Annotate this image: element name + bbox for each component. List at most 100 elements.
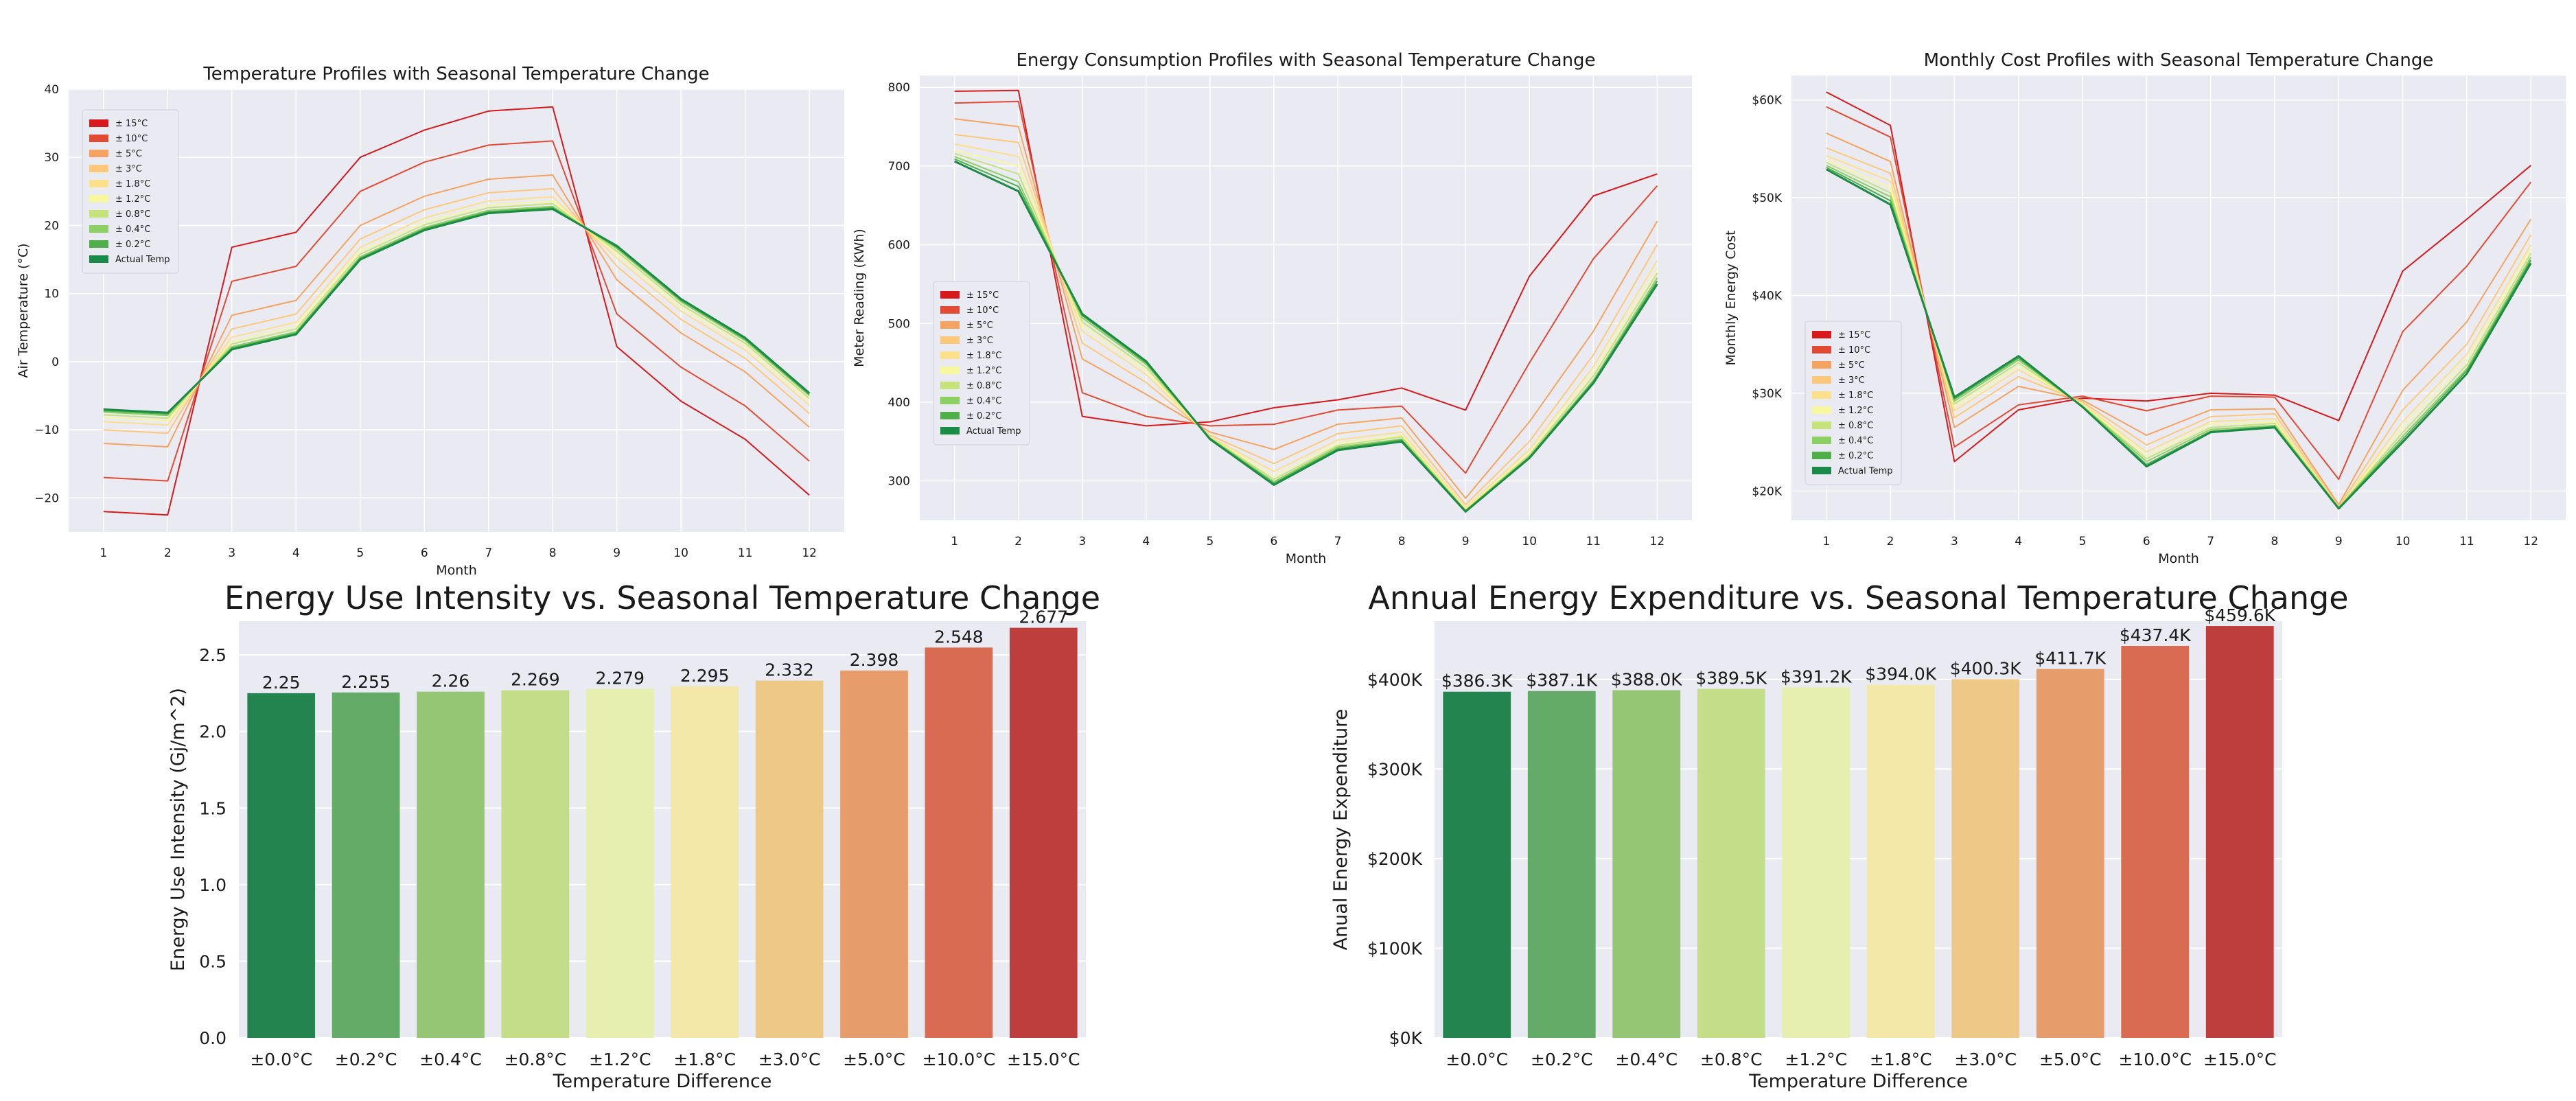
- x-tick-label: ±15.0°C: [2203, 1050, 2277, 1069]
- x-tick-label: ±0.0°C: [250, 1050, 312, 1069]
- x-tick-label: 2: [1014, 535, 1022, 548]
- x-tick-label: 4: [292, 546, 300, 560]
- legend-swatch: [89, 180, 108, 187]
- x-tick-label: 11: [738, 546, 753, 560]
- y-tick-label: 2.5: [199, 645, 227, 665]
- bar-value-label: 2.269: [511, 670, 560, 690]
- y-axis-label: Energy Use Intensity (Gj/m^2): [167, 688, 189, 971]
- legend-label: Actual Temp: [115, 255, 170, 265]
- x-tick-label: 6: [421, 546, 428, 560]
- x-axis-label: Temperature Difference: [1748, 1071, 1968, 1092]
- legend-swatch: [89, 225, 108, 233]
- x-tick-label: ±15.0°C: [1007, 1050, 1080, 1069]
- chart-title: Temperature Profiles with Seasonal Tempe…: [202, 64, 709, 84]
- legend-swatch: [1812, 406, 1831, 414]
- series-line: [1826, 168, 2532, 510]
- x-tick-label: 7: [1334, 535, 1342, 548]
- x-tick-label: ±1.2°C: [1785, 1050, 1847, 1069]
- bar: [1009, 627, 1078, 1038]
- legend-swatch: [940, 306, 960, 314]
- x-axis-label: Month: [2158, 551, 2199, 566]
- x-tick-label: ±10.0°C: [2118, 1050, 2192, 1069]
- legend-label: ± 1.2°C: [966, 366, 1001, 376]
- x-tick-label: 12: [2523, 535, 2538, 548]
- bar: [1612, 690, 1681, 1038]
- x-tick-label: ±0.4°C: [1615, 1050, 1678, 1069]
- x-tick-label: ±1.8°C: [1870, 1050, 1932, 1069]
- legend-swatch: [1812, 361, 1831, 369]
- x-tick-label: 3: [1951, 535, 1958, 548]
- x-tick-label: 9: [1462, 535, 1470, 548]
- y-tick-label: 30: [44, 151, 59, 165]
- y-tick-label: −20: [34, 491, 59, 505]
- x-axis-label: Month: [1286, 551, 1327, 566]
- legend: ± 15°C ± 10°C ± 5°C ± 3°C ± 1.8°C ± 1.2°C ± 0.…: [933, 281, 1030, 445]
- legend-swatch: [89, 165, 108, 172]
- x-tick-label: ±5.0°C: [2039, 1050, 2102, 1069]
- y-axis-label: Anual Energy Expenditure: [1330, 709, 1351, 951]
- y-tick-label: $40K: [1752, 289, 1782, 303]
- series-line: [954, 118, 1658, 499]
- bar: [501, 690, 570, 1038]
- x-tick-label: 12: [1650, 535, 1665, 548]
- y-tick-label: 0.0: [199, 1028, 227, 1048]
- x-tick-label: 4: [2015, 535, 2022, 548]
- series-line: [953, 160, 1658, 513]
- legend-swatch: [89, 150, 108, 157]
- series-line: [954, 100, 1658, 474]
- y-tick-label: $0K: [1389, 1028, 1423, 1048]
- x-tick-label: ±0.2°C: [1531, 1050, 1593, 1069]
- legend-swatch: [1812, 376, 1831, 384]
- legend-label: ± 5°C: [1838, 360, 1865, 371]
- x-axis-label: Temperature Difference: [553, 1071, 772, 1092]
- legend-swatch: [89, 255, 108, 263]
- legend-swatch: [940, 382, 960, 389]
- legend-label: ± 0.2°C: [1838, 451, 1873, 461]
- bar: [2036, 669, 2104, 1038]
- legend-swatch: [89, 119, 108, 127]
- bar: [755, 680, 824, 1038]
- x-tick-label: ±0.0°C: [1446, 1050, 1508, 1069]
- y-tick-label: 2.0: [199, 722, 227, 742]
- legend-swatch: [1812, 452, 1831, 459]
- legend-label: ± 1.8°C: [1838, 391, 1873, 401]
- bar-value-label: 2.295: [680, 666, 730, 686]
- y-tick-label: $200K: [1367, 849, 1423, 869]
- x-tick-label: ±1.2°C: [589, 1050, 651, 1069]
- bar: [671, 686, 739, 1038]
- x-tick-label: 8: [2271, 535, 2279, 548]
- legend: ± 15°C ± 10°C ± 5°C ± 3°C ± 1.8°C ± 1.2°C ± 0.…: [82, 109, 179, 274]
- chart-title: Energy Consumption Profiles with Seasona…: [1016, 50, 1595, 71]
- chart-4: 0.0 0.5 1.0 1.5 2.0 2.5 2.25 ±0.0°C 2.255 ±0.2°C 2…: [167, 579, 1100, 1092]
- chart-5: $0K $100K $200K $300K $400K $386.3K ±0.0°C $387…: [1330, 579, 2349, 1092]
- bar: [1951, 679, 2020, 1038]
- bar-value-label: 2.677: [1019, 607, 1069, 627]
- legend-label: ± 0.4°C: [1838, 436, 1873, 446]
- bar: [1782, 687, 1850, 1038]
- x-tick-label: 2: [164, 546, 172, 560]
- legend-swatch: [940, 412, 960, 419]
- bar-value-label: 2.25: [262, 673, 301, 693]
- bar: [2121, 646, 2190, 1038]
- legend-swatch: [940, 336, 960, 344]
- x-tick-label: 3: [228, 546, 235, 560]
- chart-title: Monthly Cost Profiles with Seasonal Temp…: [1924, 50, 2434, 71]
- y-tick-label: 0: [51, 356, 59, 369]
- bar-value-label: $394.0K: [1865, 664, 1936, 684]
- series-line: [103, 106, 810, 516]
- x-tick-label: 5: [2079, 535, 2087, 548]
- plot-area: [69, 89, 844, 532]
- series-line: [954, 89, 1658, 427]
- y-tick-label: −10: [34, 424, 59, 437]
- bar: [247, 693, 316, 1038]
- x-tick-label: 1: [951, 535, 958, 548]
- legend-label: ± 0.4°C: [966, 396, 1001, 406]
- legend-label: ± 10°C: [966, 305, 999, 316]
- x-tick-label: 5: [1206, 535, 1214, 548]
- x-tick-label: 6: [1270, 535, 1278, 548]
- bar: [1527, 691, 1596, 1038]
- bar: [1697, 688, 1765, 1038]
- x-tick-label: 7: [2207, 535, 2214, 548]
